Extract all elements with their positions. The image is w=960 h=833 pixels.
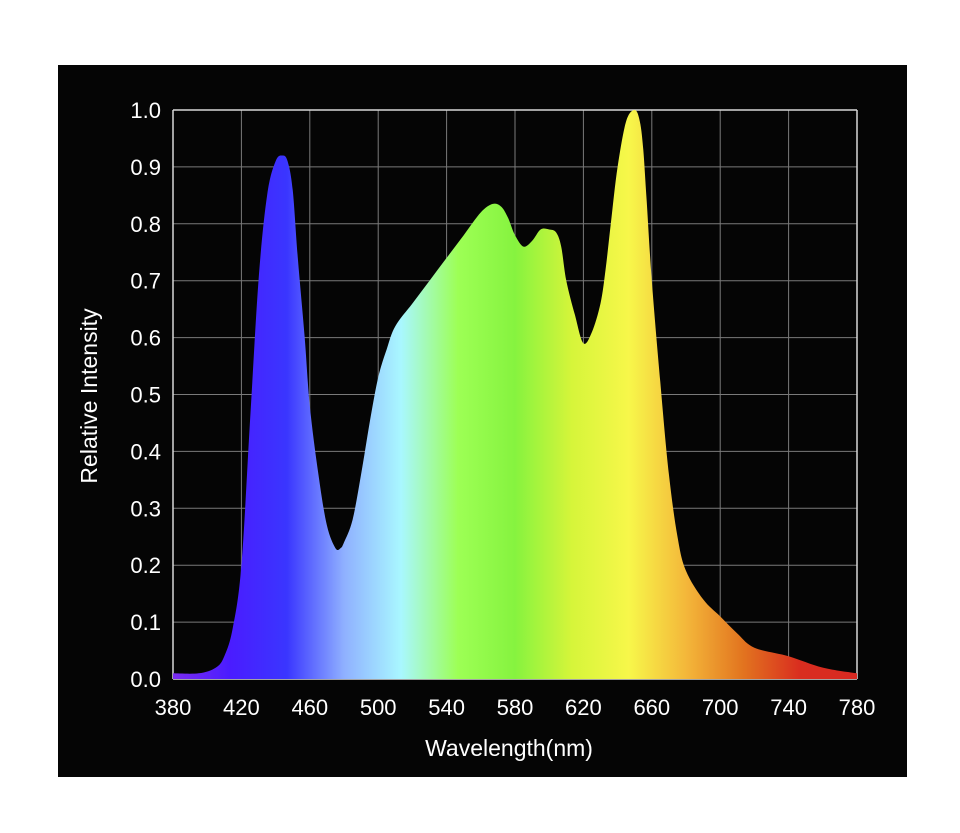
y-tick-label: 0.7 — [130, 269, 161, 294]
y-tick-label: 0.0 — [130, 667, 161, 692]
spectrum-area — [173, 110, 857, 679]
x-tick-label: 460 — [291, 695, 328, 720]
x-tick-label: 540 — [428, 695, 465, 720]
y-tick-label: 0.6 — [130, 326, 161, 351]
y-tick-label: 0.9 — [130, 155, 161, 180]
y-tick-label: 0.3 — [130, 496, 161, 521]
x-tick-label: 420 — [223, 695, 260, 720]
tick-labels: 380 420 460 500 540 580 620 660 700 740 780 0.0 0.1 0… — [130, 98, 875, 720]
y-tick-label: 0.5 — [130, 383, 161, 408]
x-axis-title: Wavelength(nm) — [425, 735, 593, 761]
y-tick-label: 0.1 — [130, 610, 161, 635]
y-tick-label: 0.4 — [130, 439, 161, 464]
x-tick-label: 700 — [702, 695, 739, 720]
spectrum-chart: 380 420 460 500 540 580 620 660 700 740 780 0.0 0.1 0… — [76, 98, 875, 761]
x-tick-label: 500 — [360, 695, 397, 720]
x-tick-label: 580 — [497, 695, 534, 720]
y-tick-label: 1.0 — [130, 98, 161, 123]
x-tick-label: 740 — [770, 695, 807, 720]
x-tick-label: 620 — [565, 695, 602, 720]
x-tick-label: 780 — [839, 695, 876, 720]
x-tick-label: 660 — [633, 695, 670, 720]
y-axis-title: Relative Intensity — [76, 308, 102, 484]
y-tick-label: 0.8 — [130, 212, 161, 237]
y-tick-label: 0.2 — [130, 553, 161, 578]
x-tick-label: 380 — [155, 695, 192, 720]
